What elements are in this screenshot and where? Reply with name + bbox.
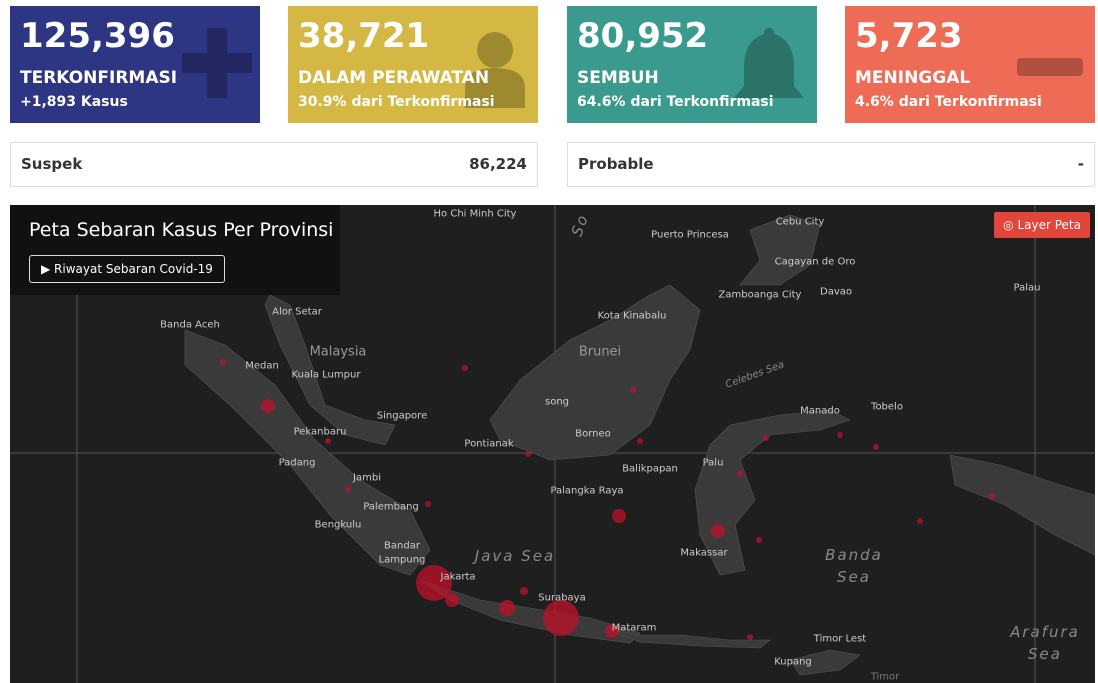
card-value: 5,723 bbox=[855, 16, 963, 56]
card: 5,723 MENINGGAL 4.6% dari Terkonfirmasi bbox=[845, 6, 1095, 123]
map-label: Borneo bbox=[575, 428, 611, 440]
layer-button[interactable]: ◎ Layer Peta bbox=[994, 212, 1090, 238]
card-value: 80,952 bbox=[577, 16, 709, 56]
map-label: Davao bbox=[820, 286, 852, 298]
row-label: Probable bbox=[578, 155, 654, 173]
card-sub: +1,893 Kasus bbox=[20, 94, 128, 110]
map-label: Java Sea bbox=[474, 547, 556, 565]
map-label: Bandar bbox=[384, 540, 420, 552]
map-label: Lampung bbox=[378, 554, 426, 566]
map-label: Singapore bbox=[376, 410, 428, 422]
map-label: Pekanbaru bbox=[293, 426, 347, 438]
map-label: Brunei bbox=[578, 344, 622, 360]
map-label: Ho Chi Minh City bbox=[433, 208, 517, 220]
map-label: Timor bbox=[870, 671, 900, 683]
map-label: Mataram bbox=[611, 622, 657, 634]
icon bbox=[734, 28, 804, 98]
map-label: Palangka Raya bbox=[550, 485, 624, 497]
map-label: Manado bbox=[800, 405, 840, 417]
map-label: Bengkulu bbox=[314, 519, 362, 531]
map-label: Balikpapan bbox=[622, 463, 678, 475]
card-label: DALAM PERAWATAN bbox=[298, 68, 490, 88]
map-title: Peta Sebaran Kasus Per Provinsi bbox=[29, 219, 334, 241]
map-label: Puerto Princesa bbox=[651, 229, 729, 241]
card-sub: 64.6% dari Terkonfirmasi bbox=[577, 94, 774, 110]
map-label: Kuala Lumpur bbox=[291, 369, 361, 381]
map-label: Kota Kinabalu bbox=[597, 310, 667, 322]
map-label: Sea bbox=[1028, 645, 1062, 663]
map-label: Surabaya bbox=[538, 592, 586, 604]
button-label: Layer Peta bbox=[1017, 218, 1081, 232]
map-label: Padang bbox=[278, 457, 316, 469]
card: 80,952 SEMBUH 64.6% dari Terkonfirmasi bbox=[567, 6, 817, 123]
map-label: Timor Lest bbox=[813, 633, 867, 645]
map-label: Zamboanga City bbox=[718, 289, 802, 301]
map-label: Jakarta bbox=[440, 571, 476, 583]
stat-row: Probable - bbox=[567, 142, 1095, 187]
map-label: Palau bbox=[1013, 282, 1041, 294]
icon bbox=[1017, 58, 1083, 76]
map-label: Banda Aceh bbox=[160, 319, 220, 331]
icon bbox=[182, 28, 252, 98]
map[interactable]: So Timor Kupang Timor Lest Sea Arafura Mataram… bbox=[10, 205, 1095, 683]
card-sub: 4.6% dari Terkonfirmasi bbox=[855, 94, 1042, 110]
map-label: Jambi bbox=[353, 472, 381, 484]
map-label: Makassar bbox=[680, 547, 728, 559]
card-label: TERKONFIRMASI bbox=[20, 68, 178, 88]
map-label: Banda bbox=[825, 546, 883, 564]
map-label: Cagayan de Oro bbox=[774, 256, 856, 268]
card-label: MENINGGAL bbox=[855, 68, 971, 88]
map-label: Kupang bbox=[774, 656, 812, 668]
history-button[interactable]: ▶ Riwayat Sebaran Covid-19 bbox=[29, 255, 225, 283]
map-label: Malaysia bbox=[309, 344, 367, 360]
card-value: 125,396 bbox=[20, 16, 175, 56]
map-label: Palu bbox=[702, 457, 724, 469]
card-value: 38,721 bbox=[298, 16, 430, 56]
map-label: Pontianak bbox=[464, 438, 514, 450]
row-value: 86,224 bbox=[469, 155, 527, 173]
map-label: song bbox=[544, 396, 570, 408]
stat-row: Suspek 86,224 bbox=[10, 142, 538, 187]
card-label: SEMBUH bbox=[577, 68, 659, 88]
map-label: Palembang bbox=[363, 501, 419, 513]
map-label: Medan bbox=[245, 360, 279, 372]
map-label: Sea bbox=[837, 568, 871, 586]
map-label: Tobelo bbox=[871, 401, 903, 413]
map-label: Alor Setar bbox=[272, 306, 322, 318]
map-header: Peta Sebaran Kasus Per Provinsi ▶ Riwaya… bbox=[10, 205, 340, 295]
map-label: Cebu City bbox=[775, 216, 825, 228]
row-label: Suspek bbox=[21, 155, 83, 173]
map-label: Arafura bbox=[1010, 623, 1080, 641]
map-base bbox=[10, 205, 1095, 683]
icon bbox=[465, 32, 525, 108]
card-sub: 30.9% dari Terkonfirmasi bbox=[298, 94, 495, 110]
card: 125,396 TERKONFIRMASI +1,893 Kasus bbox=[10, 6, 260, 123]
button-label: Riwayat Sebaran Covid-19 bbox=[54, 262, 213, 276]
row-value: - bbox=[1077, 155, 1084, 173]
card: 38,721 DALAM PERAWATAN 30.9% dari Terkon… bbox=[288, 6, 538, 123]
